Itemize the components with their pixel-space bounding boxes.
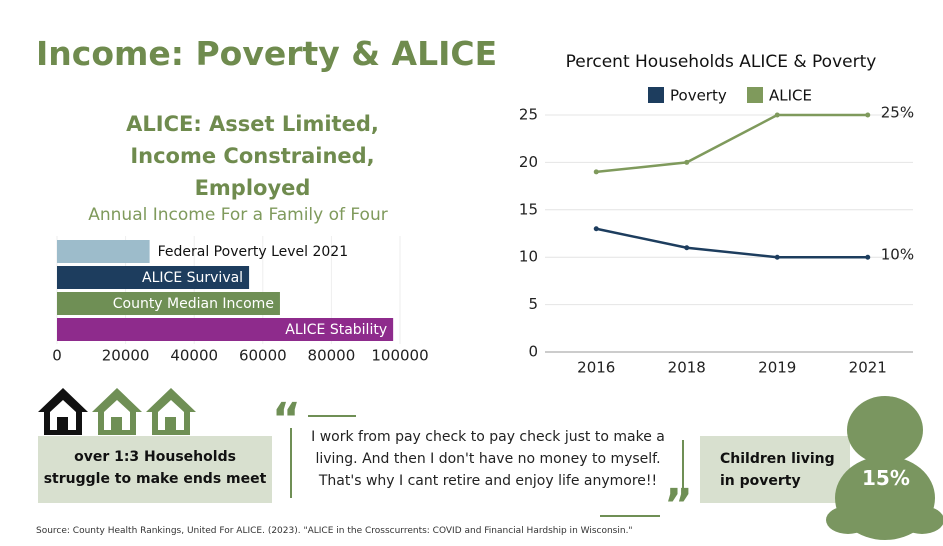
- value-label: 25%: [881, 104, 914, 122]
- children-callout: Children living in poverty: [720, 448, 840, 492]
- house-icon: [146, 388, 196, 435]
- x-tick-label: 20000: [102, 347, 150, 365]
- quote-mark: “: [272, 394, 301, 445]
- y-tick-label: 10: [519, 248, 538, 266]
- y-tick-label: 0: [528, 343, 538, 361]
- x-tick-label: 2016: [577, 359, 615, 377]
- bar: [57, 240, 150, 263]
- households-callout: over 1:3 Households struggle to make end…: [40, 446, 270, 490]
- point: [865, 113, 870, 118]
- house-icon: [38, 388, 88, 435]
- y-tick-label: 15: [519, 200, 538, 218]
- legend-swatch: [648, 87, 664, 103]
- series-line: [596, 115, 868, 172]
- point: [684, 160, 689, 165]
- x-tick-label: 2019: [758, 359, 796, 377]
- bar-label: ALICE Stability: [285, 322, 387, 338]
- point: [775, 255, 780, 260]
- point: [775, 113, 780, 118]
- house-icon: [92, 388, 142, 435]
- point: [684, 245, 689, 250]
- source-note: Source: County Health Rankings, United F…: [36, 526, 633, 536]
- legend-swatch: [747, 87, 763, 103]
- series-line: [596, 229, 868, 257]
- children-value: 15%: [862, 466, 910, 490]
- x-tick-label: 2018: [668, 359, 706, 377]
- x-tick-label: 80000: [308, 347, 356, 365]
- bar-label: Federal Poverty Level 2021: [158, 244, 348, 260]
- y-tick-label: 5: [528, 295, 538, 313]
- quote-text: I work from pay check to pay check just …: [300, 426, 676, 492]
- x-tick-label: 2021: [849, 359, 887, 377]
- y-tick-label: 20: [519, 153, 538, 171]
- x-tick-label: 40000: [170, 347, 218, 365]
- x-tick-label: 0: [52, 347, 62, 365]
- point: [865, 255, 870, 260]
- page-title: Income: Poverty & ALICE: [36, 34, 497, 73]
- value-label: 10%: [881, 246, 914, 264]
- subtitle: ALICE: Asset Limited, Income Constrained…: [80, 108, 425, 204]
- legend-label: Poverty: [670, 87, 727, 105]
- point: [594, 226, 599, 231]
- point: [594, 169, 599, 174]
- chart-title: Annual Income For a Family of Four: [88, 205, 387, 225]
- x-tick-label: 60000: [239, 347, 287, 365]
- chart-title: Percent Households ALICE & Poverty: [566, 52, 877, 72]
- bar-label: County Median Income: [113, 296, 274, 312]
- y-tick-label: 25: [519, 106, 538, 124]
- bar-label: ALICE Survival: [142, 270, 243, 286]
- infographic: “ ” Annual Income For a Family of Four02…: [0, 0, 943, 546]
- x-tick-label: 100000: [371, 347, 428, 365]
- legend-label: ALICE: [769, 87, 812, 105]
